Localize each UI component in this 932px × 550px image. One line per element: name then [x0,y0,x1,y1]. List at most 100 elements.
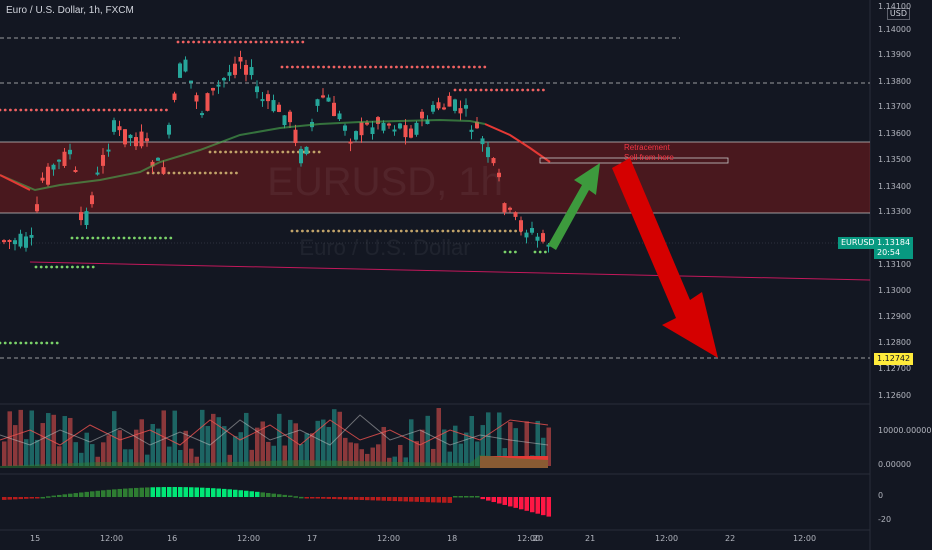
candle-body [321,95,325,98]
pivot-dot [348,65,351,69]
pivot-dot [280,40,284,44]
oscillator-bar [464,496,469,498]
axis-tick-label: 1.13800 [878,77,912,86]
trendline[interactable] [29,261,871,281]
volume-bar [524,421,529,466]
candle-body [486,147,490,158]
candle-body [442,107,446,110]
pivot-dot [235,171,238,175]
volume-bar [244,412,249,466]
volume-bar [139,419,144,466]
pivot-dot [521,88,524,92]
oscillator-bar [447,497,452,503]
candle-body [431,104,435,112]
candle-body [458,108,463,114]
candle-body [7,240,12,243]
candle-body [35,204,39,212]
pivot-dot [472,229,476,233]
pivot-dot [146,171,150,175]
oscillator-bar [68,493,73,497]
oscillator-bar [178,487,183,497]
candle-body [392,129,397,132]
candle-body [134,137,138,147]
oscillator-bar [13,497,18,500]
oscillator-bar [469,496,474,498]
pivot-dot [270,40,273,44]
candle-body [387,123,391,126]
volume-bar [304,433,309,466]
pivot-dot [233,40,237,44]
volume-bar [51,414,56,466]
pivot-dot [415,65,419,69]
oscillator-bar [376,497,381,501]
volume-bar [403,457,408,466]
volume-bar [453,425,458,466]
candle-body [123,129,127,145]
symbol-tag: EURUSD [838,237,878,249]
volume-bar [200,409,205,466]
pivot-dot [490,88,493,92]
candle-body [299,148,303,164]
pivot-dot [436,229,439,233]
pivot-dot [353,229,356,233]
pivot-dot [3,108,7,112]
candle-body [409,128,413,138]
oscillator-bar [348,497,353,500]
axis-tick-label: 1.13000 [878,286,912,295]
candle-body [508,207,512,210]
candle-body [436,102,441,109]
oscillator-bar [145,487,150,497]
up-arrow[interactable] [548,163,600,250]
pivot-dot [239,40,242,44]
candle-body [255,86,259,93]
pivot-dot [91,265,95,269]
oscillator-bar [546,497,551,517]
pivot-dot [276,150,279,154]
oscillator-bar [255,491,260,497]
candle-body [447,95,452,107]
pivot-dot [321,229,325,233]
candle-body [398,123,402,129]
oscillator-bar [387,497,392,501]
time-tick-label: 20 [533,534,544,543]
candle-body [117,126,122,131]
pivot-dot [317,65,320,69]
pivot-dot [281,150,285,154]
pivot-dot [280,65,284,69]
pivot-dot [426,65,429,69]
oscillator-bar [62,494,67,497]
candle-body [249,67,254,76]
candle-body [51,164,56,170]
candle-body [293,129,298,143]
oscillator-bar [359,497,364,500]
volume-bar [194,456,199,466]
pivot-dot [389,229,393,233]
candle-body [365,122,369,125]
oscillator-bar [183,487,188,497]
candle-body [167,124,171,135]
pivot-dot [197,40,201,44]
pivot-dot [291,150,295,154]
down-arrow[interactable] [612,158,718,358]
pivot-dot [462,229,465,233]
candle-body [183,59,188,72]
pivot-dot [245,150,248,154]
pivot-dot [9,341,12,345]
pivot-dot [441,65,445,69]
volume-bar [211,413,216,466]
oscillator-bar [57,494,62,497]
volume-bar [145,454,150,466]
oscillator-bar [29,497,34,499]
pivot-dot [353,65,357,69]
candle-body [227,72,232,76]
oscillator-bar [343,497,348,500]
pivot-dot [544,250,547,254]
oscillator-bar [304,497,309,499]
currency-label[interactable]: USD [886,8,910,20]
pivot-dot [159,236,162,240]
pivot-dot [374,65,377,69]
candle-body [348,141,353,144]
sell-zone-box[interactable] [539,157,729,164]
resistance-zone[interactable] [0,142,870,213]
